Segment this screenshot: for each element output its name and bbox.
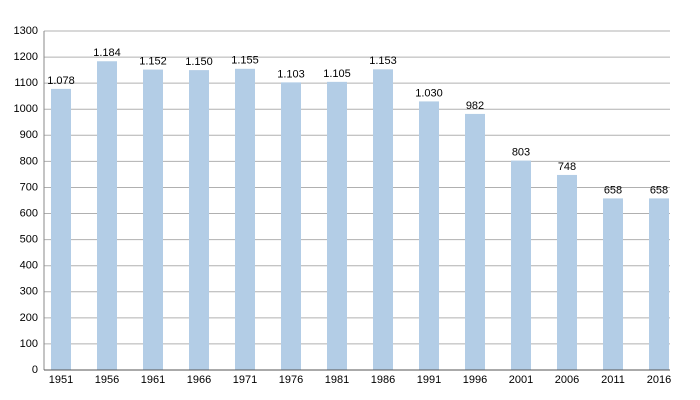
- bar: [465, 113, 485, 370]
- x-tick-label: 2006: [555, 374, 579, 386]
- bar: [97, 61, 117, 370]
- value-label: 1.184: [93, 47, 121, 59]
- value-label: 1.103: [277, 68, 305, 80]
- bar: [419, 101, 439, 371]
- bar: [603, 198, 623, 370]
- bar: [327, 81, 347, 370]
- x-tick-label: 1971: [233, 374, 257, 386]
- y-tick-label: 1000: [14, 103, 38, 115]
- y-tick-label: 200: [20, 312, 38, 324]
- bar: [511, 160, 531, 370]
- x-tick-label: 1986: [371, 374, 395, 386]
- y-tick-label: 1200: [14, 51, 38, 63]
- value-label: 658: [650, 184, 668, 196]
- x-tick-label: 2001: [509, 374, 533, 386]
- value-label: 803: [512, 147, 530, 159]
- x-tick-label: 1976: [279, 374, 303, 386]
- bar: [557, 174, 577, 370]
- y-tick-label: 900: [20, 129, 38, 141]
- value-label: 1.155: [231, 55, 259, 67]
- x-tick-label: 2016: [647, 374, 671, 386]
- value-label: 1.153: [369, 55, 397, 67]
- x-tick-label: 1991: [417, 374, 441, 386]
- bar: [235, 68, 255, 371]
- value-label: 1.105: [323, 68, 351, 80]
- y-tick-label: 700: [20, 181, 38, 193]
- bar: [649, 198, 669, 370]
- bar: [373, 69, 393, 371]
- value-label: 658: [604, 184, 622, 196]
- value-label: 982: [466, 100, 484, 112]
- value-label: 1.078: [47, 75, 75, 87]
- x-tick-label: 2011: [601, 374, 625, 386]
- value-label: 1.030: [415, 87, 443, 99]
- y-tick-label: 0: [32, 364, 38, 376]
- y-tick-label: 100: [20, 338, 38, 350]
- value-label: 748: [558, 161, 576, 173]
- x-tick-label: 1961: [141, 374, 165, 386]
- x-tick-label: 1951: [49, 374, 73, 386]
- y-tick-label: 1100: [14, 77, 38, 89]
- bar: [143, 69, 163, 371]
- x-tick-label: 1966: [187, 374, 211, 386]
- x-tick-label: 1996: [463, 374, 487, 386]
- y-tick-label: 1300: [14, 25, 38, 37]
- y-tick-label: 800: [20, 155, 38, 167]
- y-tick-label: 600: [20, 207, 38, 219]
- bar: [189, 70, 209, 370]
- x-tick-label: 1956: [95, 374, 119, 386]
- y-tick-label: 400: [20, 260, 38, 272]
- y-tick-label: 500: [20, 234, 38, 246]
- value-label: 1.150: [185, 56, 213, 68]
- x-tick-label: 1981: [325, 374, 349, 386]
- value-label: 1.152: [139, 56, 167, 68]
- y-tick-label: 300: [20, 286, 38, 298]
- bar: [281, 82, 301, 371]
- bar: [51, 88, 71, 370]
